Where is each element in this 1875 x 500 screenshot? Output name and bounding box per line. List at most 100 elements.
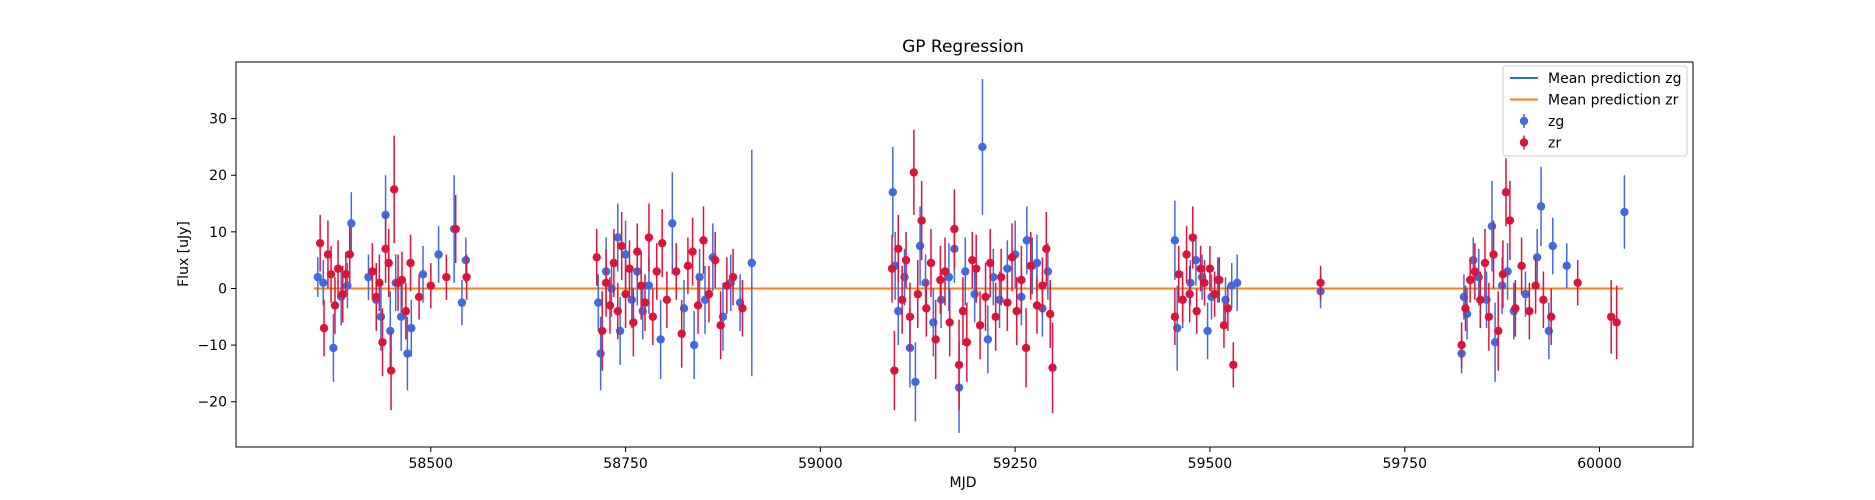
zr-point-20 [406, 258, 415, 268]
zg-point-21 [596, 349, 605, 358]
zr-point-71 [950, 224, 959, 234]
zr-point-123 [1525, 306, 1534, 316]
zr-point-129 [1612, 318, 1621, 327]
zr-point-14 [384, 258, 393, 268]
zg-point-2 [329, 343, 338, 353]
zr-point-76 [971, 264, 981, 273]
zg-point-14 [407, 323, 416, 333]
zr-point-33 [621, 289, 630, 299]
zr-point-53 [722, 281, 732, 290]
zr-point-24 [451, 224, 460, 234]
zg-point-97 [1548, 241, 1557, 251]
zr-point-3 [326, 270, 336, 279]
zr-point-97 [1185, 289, 1194, 299]
zr-point-117 [1494, 326, 1503, 336]
zg-point-60 [995, 295, 1004, 304]
zg-point-75 [1203, 326, 1212, 336]
y-tick-label-10: 10 [209, 225, 227, 241]
x-tick-label-58750: 58750 [603, 456, 648, 472]
y-tick-label-20: 20 [209, 168, 227, 184]
zr-point-49 [699, 236, 708, 245]
zg-point-69 [1170, 236, 1180, 245]
zg-point-95 [1536, 202, 1546, 211]
zr-point-21 [414, 292, 424, 302]
zg-point-49 [921, 278, 930, 288]
zr-point-23 [442, 272, 451, 282]
x-tick-label-59750: 59750 [1382, 456, 1427, 472]
zg-point-57 [978, 142, 987, 152]
x-tick-label-59250: 59250 [993, 456, 1038, 472]
zr-point-19 [401, 306, 411, 316]
zr-point-87 [1026, 261, 1035, 271]
zr-point-86 [1021, 343, 1031, 353]
zr-point-58 [894, 244, 903, 254]
zr-point-98 [1188, 233, 1197, 242]
zg-point-1 [319, 278, 328, 288]
zg-point-42 [888, 188, 898, 197]
zr-point-82 [1003, 298, 1012, 307]
zr-point-89 [1038, 281, 1047, 290]
zr-point-6 [338, 289, 347, 299]
zr-point-39 [644, 233, 654, 242]
zr-point-75 [968, 255, 977, 265]
zr-point-29 [605, 301, 615, 310]
zg-point-98 [1562, 261, 1571, 271]
zr-point-47 [688, 247, 697, 256]
zr-point-27 [597, 326, 607, 336]
zr-point-44 [672, 267, 681, 276]
x-tick-label-60000: 60000 [1577, 456, 1622, 472]
zr-point-65 [922, 304, 931, 313]
zg-point-48 [915, 241, 925, 251]
zr-point-100 [1196, 264, 1205, 273]
zr-point-68 [936, 275, 945, 285]
zr-point-84 [1012, 306, 1021, 316]
zg-point-56 [970, 289, 979, 299]
zr-point-64 [917, 216, 926, 225]
zg-point-12 [396, 312, 406, 321]
zr-point-25 [462, 272, 471, 282]
zr-point-48 [693, 301, 703, 310]
zg-point-34 [689, 340, 699, 350]
zr-point-119 [1501, 188, 1511, 197]
zr-point-34 [625, 264, 634, 273]
x-tick-label-58500: 58500 [409, 456, 454, 472]
zr-point-9 [368, 267, 377, 276]
zr-point-88 [1032, 301, 1042, 310]
zg-point-19 [461, 255, 471, 265]
zg-point-13 [403, 349, 412, 358]
zr-point-63 [913, 289, 922, 299]
zr-point-101 [1200, 278, 1209, 288]
zr-point-128 [1606, 312, 1616, 321]
zg-point-88 [1487, 221, 1497, 231]
zr-point-94 [1174, 270, 1183, 279]
zr-point-55 [738, 304, 747, 313]
zr-point-1 [319, 323, 329, 333]
zr-point-99 [1192, 306, 1201, 316]
zr-point-73 [958, 306, 968, 316]
zr-point-7 [341, 270, 351, 279]
zr-point-105 [1219, 321, 1229, 330]
zr-point-116 [1489, 250, 1498, 259]
zr-point-10 [372, 292, 381, 302]
zg-point-55 [961, 267, 970, 276]
zg-point-5 [347, 219, 356, 228]
zr-point-5 [333, 264, 343, 273]
zr-point-79 [986, 258, 995, 268]
zr-point-103 [1210, 289, 1219, 299]
zg-point-31 [656, 335, 665, 344]
zg-point-94 [1532, 253, 1542, 262]
zg-point-18 [457, 298, 467, 307]
legend: Mean prediction zg Mean prediction zr zg zr [1502, 65, 1688, 157]
legend-label-3: zr [1548, 136, 1561, 152]
plot-area [313, 78, 1629, 433]
zr-point-43 [662, 295, 672, 304]
zr-point-32 [617, 241, 626, 251]
zg-point-26 [621, 250, 630, 259]
zg-point-68 [1043, 267, 1053, 276]
zr-point-104 [1215, 275, 1224, 285]
zg-point-64 [1022, 236, 1032, 245]
zg-point-59 [989, 272, 998, 282]
y-tick-label--20: −20 [197, 395, 227, 411]
legend-box [1502, 65, 1688, 157]
